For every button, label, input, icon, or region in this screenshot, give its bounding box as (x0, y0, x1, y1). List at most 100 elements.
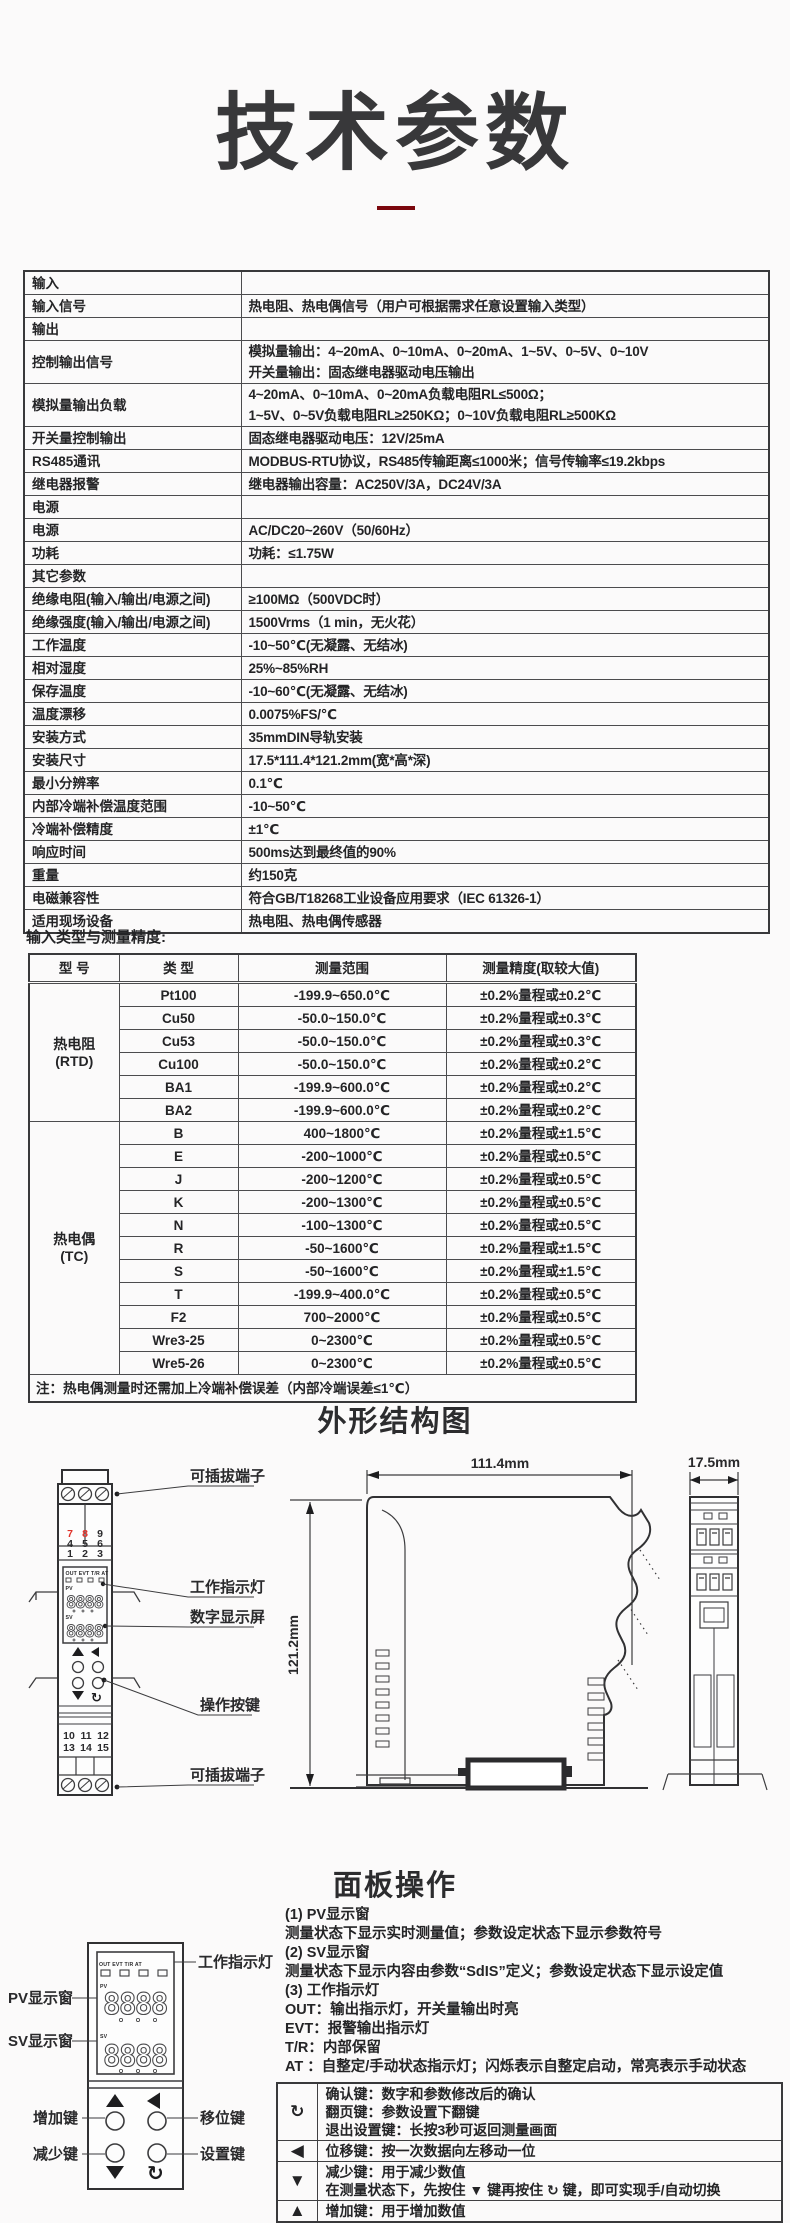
accuracy-row: S -50~1600℃ ±0.2%量程或±1.5℃ (29, 1259, 637, 1283)
terminal-numbers-top: 7 8 9 4 5 6 1 2 3 (67, 1528, 103, 1560)
spec-row: 重量 约150克 (23, 863, 770, 887)
terminal-6: 6 (97, 1538, 103, 1550)
spec-value-line: AC/DC20~260V（50/60Hz） (248, 522, 419, 538)
spec-value-line: ≥100MΩ（500VDC时） (248, 591, 390, 607)
spec-value: 约150克 (240, 863, 770, 887)
type-cell: Wre5-26 (118, 1351, 239, 1375)
spec-value: -10~50℃(无凝露、无结冰) (240, 633, 770, 657)
type-cell: B (118, 1121, 239, 1145)
range-cell: -50~1600℃ (237, 1236, 447, 1260)
col-header-model: 型 号 (28, 953, 120, 984)
spec-value: 热电阻、热电偶传感器 (240, 909, 770, 934)
range-cell: -200~1200℃ (237, 1167, 447, 1191)
dim-height-label: 121.2mm (285, 1615, 301, 1675)
spec-row: 输入 (23, 270, 770, 295)
col-header-range: 测量范围 (237, 953, 447, 984)
key-function-table: ↻ 确认键：数字和参数修改后的确认 翻页键：参数设置下翻键 退出设置键：长按3秒可返回… (276, 2082, 783, 2223)
spec-value: ±1℃ (240, 817, 770, 841)
terminal-7: 7 (67, 1528, 73, 1540)
spec-row: 最小分辨率 0.1℃ (23, 771, 770, 795)
key-description: 位移键：按一次数据向左移动一位 (316, 2140, 783, 2162)
terminal-11: 11 (80, 1730, 91, 1742)
spec-value-line: 模拟量输出：4~20mA、0~10mA、0~20mA、1~5V、0~5V、0~1… (248, 344, 649, 359)
terminal-screws-top (60, 1486, 110, 1502)
spec-value-line: 1500Vrms（1 min，无火花） (248, 614, 425, 630)
spec-value: 35mmDIN导轨安装 (240, 725, 770, 749)
spec-value-line: 约150克 (248, 867, 298, 883)
type-cell: Pt100 (118, 982, 239, 1007)
spec-value: 1500Vrms（1 min，无火花） (240, 610, 770, 634)
accuracy-cell: ±0.2%量程或±0.5℃ (445, 1213, 637, 1237)
spec-row: 响应时间 500ms达到最终值的90% (23, 840, 770, 864)
spec-label: 电源 (23, 518, 242, 542)
accuracy-cell: ±0.2%量程或±0.2℃ (445, 1075, 637, 1099)
spec-label: 其它参数 (23, 564, 242, 588)
key-icon: ▼ (276, 2161, 318, 2201)
label-inc-key: 增加键 (33, 2109, 78, 2127)
col-header-accuracy: 测量精度(取较大值) (445, 953, 637, 984)
label-sv-window: SV显示窗 (8, 2032, 73, 2050)
label-op-keys: 操作按键 (200, 1696, 260, 1714)
accuracy-row: R -50~1600℃ ±0.2%量程或±1.5℃ (29, 1236, 637, 1260)
type-cell: T (118, 1282, 239, 1306)
page-title: 技术参数 (214, 86, 575, 180)
model-group-cell: 热电阻 (RTD) (28, 982, 120, 1122)
spec-row: 相对湿度 25%~85%RH (23, 656, 770, 680)
accuracy-cell: ±0.2%量程或±0.3℃ (445, 1006, 637, 1030)
spec-value-line: 1~5V、0~5V负载电阻RL≥250KΩ；0~10V负载电阻RL≥500KΩ (248, 408, 617, 423)
front-buttons: ↻ (71, 1647, 107, 1705)
up-arrow-icon (72, 1647, 84, 1656)
model-group-name: 热电偶 (53, 1231, 96, 1247)
spec-value-line: 0.1℃ (248, 775, 284, 791)
terminal-13: 13 (63, 1742, 75, 1754)
spec-value: 4~20mA、0~10mA、0~20mA负载电阻RL≤500Ω； 1~5V、0~5… (240, 383, 770, 427)
spec-value-line: 0.0075%FS/℃ (248, 706, 338, 722)
key-description-line: 减少键：用于减少数值 (325, 2164, 466, 2180)
type-cell: F2 (118, 1305, 239, 1329)
module-side-view: 111.4mm 121.2mm (285, 1455, 661, 1791)
title-accent-bar (377, 206, 415, 210)
din-rail (28, 1591, 141, 1689)
spec-label: 控制输出信号 (23, 340, 242, 384)
accuracy-note-row: 注：热电偶测量时还需加上冷端补偿误差（内部冷端误差≤1℃） (28, 1374, 637, 1403)
label-plug-terminal-top: 可插拔端子 (190, 1467, 265, 1485)
led-squares (65, 1577, 105, 1583)
label-work-leds: 工作指示灯 (198, 1953, 273, 1971)
spec-label: RS485通讯 (23, 449, 242, 473)
dim-depth-label: 17.5mm (688, 1454, 740, 1470)
type-cell: K (118, 1190, 239, 1214)
accuracy-cell: ±0.2%量程或±0.5℃ (445, 1190, 637, 1214)
label-dec-key: 减少键 (33, 2145, 78, 2163)
label-plug-terminal-bottom: 可插拔端子 (190, 1766, 265, 1784)
sv-display: 8888 (66, 1622, 104, 1642)
range-cell: -200~1000℃ (237, 1144, 447, 1168)
spec-label: 绝缘强度(输入/输出/电源之间) (23, 610, 242, 634)
panel-text-line: 测量状态下显示实时测量值；参数设定状态下显示参数符号 (285, 1926, 662, 1942)
panel-text-line: (2) SV显示窗 (285, 1945, 370, 1961)
spec-label: 输出 (23, 317, 242, 341)
accuracy-cell: ±0.2%量程或±0.5℃ (445, 1328, 637, 1352)
panel-labels: 工作指示灯 PV显示窗 SV显示窗 增加键 减少键 移位键 设置键 (8, 1953, 273, 2163)
loop-key-icon: ↻ (91, 1690, 102, 1705)
down-arrow-icon (106, 2166, 124, 2179)
spec-row: 其它参数 (23, 564, 770, 588)
accuracy-row: F2 700~2000℃ ±0.2%量程或±0.5℃ (29, 1305, 637, 1329)
spec-label: 内部冷端补偿温度范围 (23, 794, 242, 818)
key-row: ▲ 增加键：用于增加数值 (276, 2200, 783, 2223)
key-row: ↻ 确认键：数字和参数修改后的确认 翻页键：参数设置下翻键 退出设置键：长按3秒可返回… (276, 2082, 783, 2141)
spec-label: 保存温度 (23, 679, 242, 703)
key-description-line: 增加键：用于增加数值 (325, 2203, 466, 2219)
label-pv-window: PV显示窗 (8, 1989, 73, 2007)
pv-display: 8888 (103, 1987, 167, 2021)
spec-value: -10~60℃(无凝露、无结冰) (240, 679, 770, 703)
label-set-key: 设置键 (200, 2145, 245, 2163)
spec-label: 工作温度 (23, 633, 242, 657)
key-row: ◀ 位移键：按一次数据向左移动一位 (276, 2140, 783, 2162)
panel-diagram: OUT EVT T/R AT PV 8888 SV 8888 ↻ 工作指示灯 P… (8, 1942, 273, 2190)
accuracy-row: K -200~1300℃ ±0.2%量程或±0.5℃ (29, 1190, 637, 1214)
type-cell: Cu100 (118, 1052, 239, 1076)
panel-buttons: ↻ (105, 2092, 167, 2185)
spec-value (240, 495, 770, 519)
spec-label: 模拟量输出负载 (23, 383, 242, 427)
